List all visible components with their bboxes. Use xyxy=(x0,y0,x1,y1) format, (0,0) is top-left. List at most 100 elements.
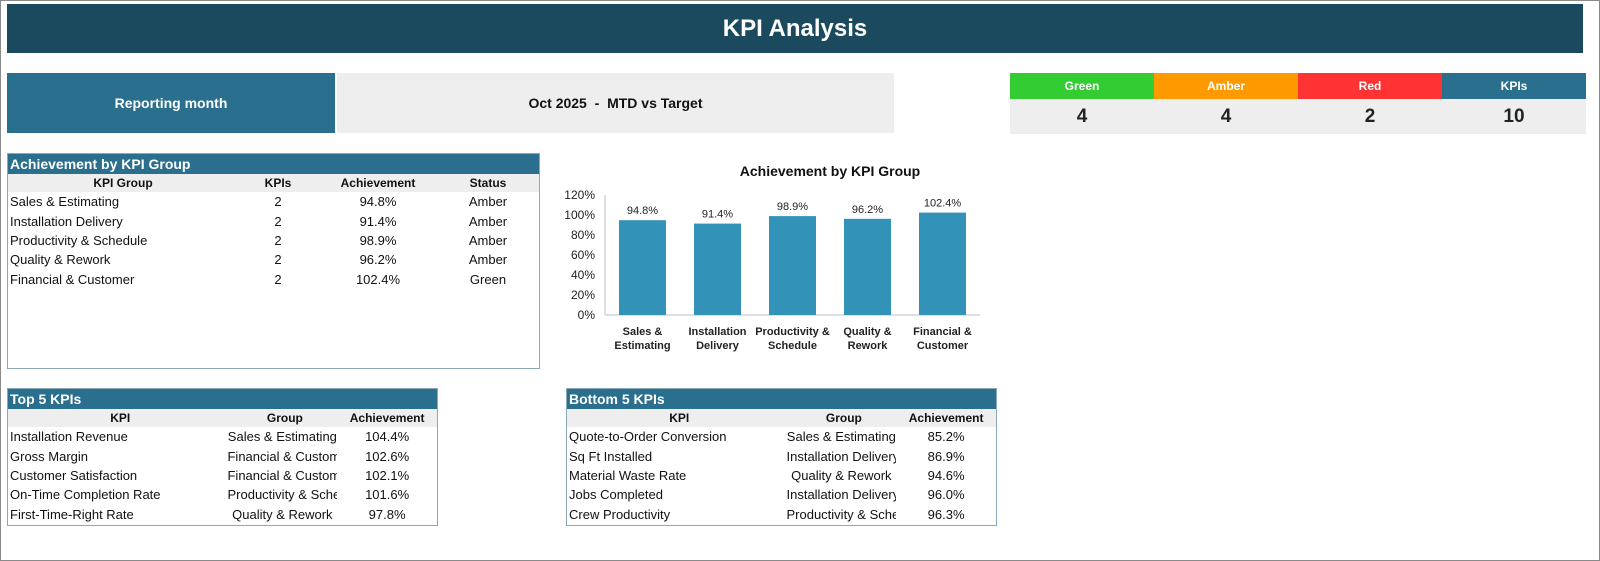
table-cell: Material Waste Rate xyxy=(569,467,687,483)
table-cell: Productivity & Schedule xyxy=(227,487,338,503)
column-header[interactable]: KPI Group xyxy=(93,176,153,190)
table-row[interactable]: Jobs Completed Installation Delivery 96.0% xyxy=(567,485,996,504)
x-tick-label: Schedule xyxy=(768,340,817,352)
table-row[interactable]: Crew Productivity Productivity & Schedule… xyxy=(567,505,996,524)
table-cell: Financial & Customer xyxy=(227,467,338,483)
table-cell: 86.9% xyxy=(927,448,965,464)
table-row[interactable]: On-Time Completion Rate Productivity & Sc… xyxy=(8,485,437,504)
rag-amber-header: Amber xyxy=(1154,73,1298,99)
table-cell: 91.4% xyxy=(359,213,397,229)
bottom5-table: Bottom 5 KPIs KPI Group Achievement Quot… xyxy=(566,388,997,526)
rag-green-card: Green 4 xyxy=(1010,73,1154,134)
column-header[interactable]: Achievement xyxy=(349,411,425,425)
column-header[interactable]: Group xyxy=(825,411,862,425)
y-tick-label: 0% xyxy=(578,308,596,322)
table-cell: 94.8% xyxy=(359,194,397,210)
table-cell: On-Time Completion Rate xyxy=(10,487,161,503)
table-cell: 98.9% xyxy=(359,232,397,248)
top5-rows: Installation Revenue Sales & Estimating 10… xyxy=(8,427,437,524)
table-cell: Sales & Estimating xyxy=(10,194,120,210)
table-cell: Sales & Estimating xyxy=(786,429,896,445)
table-cell: Quote-to-Order Conversion xyxy=(569,429,727,445)
table-cell: Financial & Customer xyxy=(10,271,135,287)
table-cell: Sq Ft Installed xyxy=(569,448,653,464)
kpi-group-table: Achievement by KPI Group KPI Group KPIs … xyxy=(7,153,540,369)
table-cell: 2 xyxy=(274,213,282,229)
table-cell: Gross Margin xyxy=(10,448,89,464)
bottom5-table-title: Bottom 5 KPIs xyxy=(567,389,996,409)
rag-amber-count: 4 xyxy=(1154,99,1298,134)
achievement-bar-chart: 0% 20% 40% 60% 80% 100% 120% 94.8% Sales & Estima… xyxy=(564,188,980,352)
table-cell: 102.6% xyxy=(365,448,410,464)
x-tick-label: Financial & xyxy=(913,326,972,338)
kpi-group-rows: Sales & Estimating 2 94.8% Amber Installatio… xyxy=(8,192,539,289)
rag-amber-card: Amber 4 xyxy=(1154,73,1298,134)
data-label: 91.4% xyxy=(702,209,733,221)
table-cell: 97.8% xyxy=(368,506,406,522)
table-cell: 94.6% xyxy=(927,467,965,483)
page-title: KPI Analysis xyxy=(7,4,1583,53)
rag-kpis-card: KPIs 10 xyxy=(1442,73,1586,134)
bar xyxy=(769,216,816,315)
reporting-month: Oct 2025 xyxy=(528,95,587,111)
table-row[interactable]: Quality & Rework 2 96.2% Amber xyxy=(8,250,539,269)
x-tick-label: Estimating xyxy=(614,340,670,352)
table-cell: 85.2% xyxy=(927,429,965,445)
rag-kpis-count: 10 xyxy=(1442,99,1586,134)
bar xyxy=(844,218,891,315)
table-cell: 96.0% xyxy=(927,487,965,503)
table-cell: Customer Satisfaction xyxy=(10,467,138,483)
table-row[interactable]: Quote-to-Order Conversion Sales & Estimat… xyxy=(567,427,996,446)
table-cell: First-Time-Right Rate xyxy=(10,506,134,522)
x-tick-label: Sales & xyxy=(623,326,663,338)
rag-red-header: Red xyxy=(1298,73,1442,99)
table-row[interactable]: First-Time-Right Rate Quality & Rework 97.… xyxy=(8,505,437,524)
table-cell: Jobs Completed xyxy=(569,487,663,503)
x-tick-label: Delivery xyxy=(696,340,740,352)
table-header: KPI Group Achievement xyxy=(567,409,996,427)
table-row[interactable]: Material Waste Rate Quality & Rework 94.6% xyxy=(567,466,996,485)
table-cell: Amber xyxy=(468,213,508,229)
table-row[interactable]: Sales & Estimating 2 94.8% Amber xyxy=(8,192,539,211)
table-header: KPI Group Achievement xyxy=(8,409,437,427)
x-tick-label: Quality & xyxy=(843,326,891,338)
top5-table: Top 5 KPIs KPI Group Achievement Install… xyxy=(7,388,438,526)
table-cell: 2 xyxy=(274,194,282,210)
column-header[interactable]: Group xyxy=(266,411,303,425)
table-row[interactable]: Financial & Customer 2 102.4% Green xyxy=(8,270,539,289)
table-row[interactable]: Customer Satisfaction Financial & Custome… xyxy=(8,466,437,485)
table-row[interactable]: Gross Margin Financial & Customer 102.6% xyxy=(8,446,437,465)
column-header[interactable]: Achievement xyxy=(340,176,416,190)
chart-title: Achievement by KPI Group xyxy=(739,163,921,179)
reporting-mode: MTD vs Target xyxy=(607,95,703,111)
column-header[interactable]: KPIs xyxy=(264,176,292,190)
x-tick-label: Productivity & xyxy=(755,326,830,338)
table-cell: Installation Revenue xyxy=(10,429,128,445)
table-cell: Crew Productivity xyxy=(569,506,671,522)
data-label: 96.2% xyxy=(852,204,883,216)
table-cell: Amber xyxy=(468,232,508,248)
bar xyxy=(619,220,666,315)
column-header[interactable]: KPI xyxy=(669,411,690,425)
table-cell: Amber xyxy=(468,252,508,268)
y-tick-label: 60% xyxy=(571,248,595,262)
data-label: 94.8% xyxy=(627,205,658,217)
table-cell: Quality & Rework xyxy=(232,506,333,522)
table-row[interactable]: Sq Ft Installed Installation Delivery 86.9… xyxy=(567,446,996,465)
x-tick-label: Rework xyxy=(848,340,889,352)
data-label: 102.4% xyxy=(924,198,962,210)
table-row[interactable]: Installation Revenue Sales & Estimating 10… xyxy=(8,427,437,446)
y-tick-label: 40% xyxy=(571,268,595,282)
column-header[interactable]: Achievement xyxy=(908,411,984,425)
table-row[interactable]: Productivity & Schedule 2 98.9% Amber xyxy=(8,231,539,250)
y-tick-label: 100% xyxy=(564,208,595,222)
reporting-month-value[interactable]: Oct 2025 - MTD vs Target xyxy=(337,73,894,133)
table-row[interactable]: Installation Delivery 2 91.4% Amber xyxy=(8,211,539,230)
reporting-separator: - xyxy=(586,95,608,111)
column-header[interactable]: KPI xyxy=(110,411,131,425)
reporting-month-label: Reporting month xyxy=(7,73,335,133)
table-cell: Sales & Estimating xyxy=(227,429,337,445)
rag-red-count: 2 xyxy=(1298,99,1442,134)
column-header[interactable]: Status xyxy=(469,176,507,190)
data-label: 98.9% xyxy=(777,201,808,213)
